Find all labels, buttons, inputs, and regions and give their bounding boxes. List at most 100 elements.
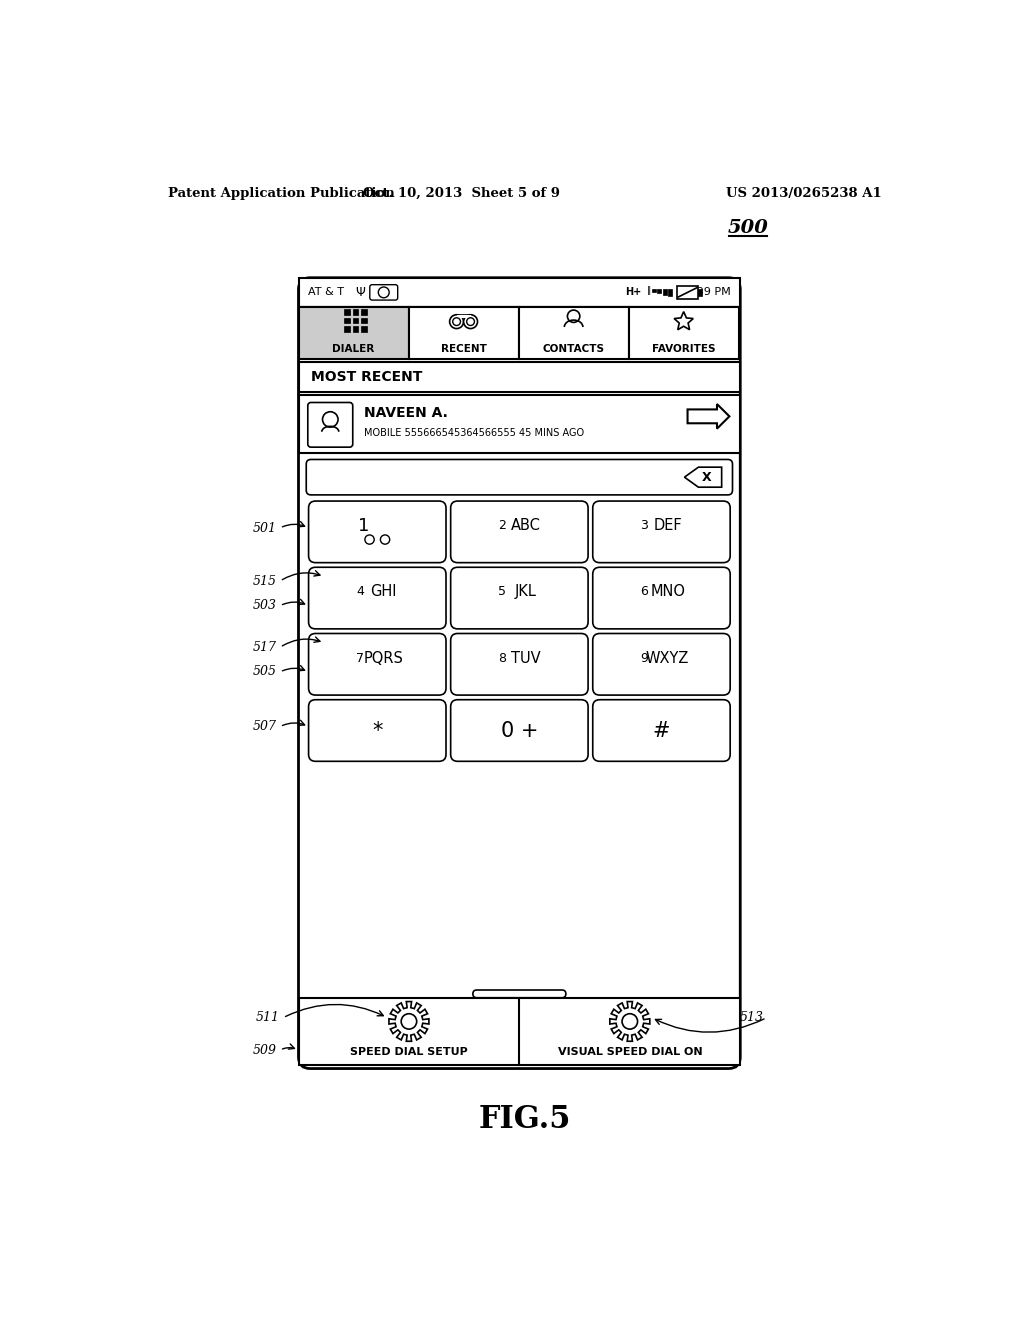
Text: NAVEEN A.: NAVEEN A. [364, 407, 447, 420]
FancyBboxPatch shape [593, 700, 730, 762]
Bar [344, 309, 349, 314]
FancyBboxPatch shape [593, 502, 730, 562]
Text: Ψ: Ψ [355, 286, 366, 298]
Text: X: X [701, 471, 711, 483]
Bar [657, 289, 662, 293]
Text: 6: 6 [640, 585, 648, 598]
Bar [352, 318, 358, 323]
Polygon shape [674, 312, 693, 330]
Text: 500: 500 [728, 219, 768, 236]
Polygon shape [610, 1002, 650, 1041]
Text: 8: 8 [499, 652, 506, 665]
Bar [663, 289, 667, 294]
Text: DEF: DEF [653, 519, 682, 533]
Text: 507: 507 [253, 721, 276, 733]
Bar [518, 308, 629, 359]
Text: ABC: ABC [511, 519, 541, 533]
Text: 515: 515 [253, 574, 276, 587]
Bar [299, 395, 740, 453]
Text: MOST RECENT: MOST RECENT [311, 370, 422, 384]
Text: 12:39 PM: 12:39 PM [679, 288, 731, 297]
Text: 2: 2 [499, 519, 506, 532]
Bar [352, 326, 358, 331]
Text: 1: 1 [357, 516, 369, 535]
Polygon shape [389, 1002, 429, 1041]
FancyBboxPatch shape [308, 403, 352, 447]
FancyBboxPatch shape [306, 459, 732, 495]
Text: 7: 7 [356, 652, 365, 665]
Bar [299, 277, 740, 308]
Bar [457, 314, 471, 318]
Text: JKL: JKL [515, 585, 537, 599]
Bar [299, 363, 740, 392]
Text: DIALER: DIALER [333, 343, 375, 354]
FancyBboxPatch shape [370, 285, 397, 300]
Bar [344, 326, 349, 331]
Circle shape [380, 535, 390, 544]
Bar [629, 308, 738, 359]
FancyBboxPatch shape [299, 277, 740, 1069]
Circle shape [464, 314, 477, 329]
Circle shape [378, 286, 389, 298]
Text: Oct. 10, 2013  Sheet 5 of 9: Oct. 10, 2013 Sheet 5 of 9 [362, 186, 560, 199]
FancyBboxPatch shape [451, 700, 588, 762]
FancyBboxPatch shape [308, 502, 446, 562]
Polygon shape [687, 404, 729, 429]
Text: FAVORITES: FAVORITES [652, 343, 716, 354]
Text: VISUAL SPEED DIAL ON: VISUAL SPEED DIAL ON [557, 1047, 702, 1056]
Text: WXYZ: WXYZ [646, 651, 689, 665]
Text: MOBILE 555666545364566555 45 MINS AGO: MOBILE 555666545364566555 45 MINS AGO [364, 428, 584, 438]
Circle shape [453, 318, 461, 326]
Text: 509: 509 [253, 1044, 276, 1056]
Text: 503: 503 [253, 599, 276, 612]
Bar [299, 308, 409, 359]
Circle shape [323, 412, 338, 428]
Bar [409, 308, 518, 359]
Bar [361, 309, 367, 314]
Bar [361, 318, 367, 323]
Bar [352, 309, 358, 314]
Circle shape [365, 535, 374, 544]
Bar [652, 289, 655, 292]
Circle shape [622, 1014, 638, 1030]
Text: 513: 513 [739, 1011, 764, 1024]
Bar [344, 318, 349, 323]
Text: RECENT: RECENT [440, 343, 486, 354]
Text: H+: H+ [625, 288, 641, 297]
Text: SPEED DIAL SETUP: SPEED DIAL SETUP [350, 1047, 468, 1056]
Text: PQRS: PQRS [364, 651, 403, 665]
Text: 9: 9 [640, 652, 648, 665]
Bar [361, 326, 367, 331]
Circle shape [567, 310, 580, 322]
Text: 5: 5 [499, 585, 506, 598]
Text: GHI: GHI [371, 585, 396, 599]
Text: US 2013/0265238 A1: US 2013/0265238 A1 [726, 186, 882, 199]
Text: 511: 511 [256, 1011, 280, 1024]
Circle shape [467, 318, 474, 326]
Text: Patent Application Publication: Patent Application Publication [168, 186, 395, 199]
FancyBboxPatch shape [451, 634, 588, 696]
FancyBboxPatch shape [308, 568, 446, 628]
FancyBboxPatch shape [308, 700, 446, 762]
FancyBboxPatch shape [308, 634, 446, 696]
FancyBboxPatch shape [593, 568, 730, 628]
Circle shape [401, 1014, 417, 1030]
Text: FIG.5: FIG.5 [478, 1104, 571, 1135]
FancyBboxPatch shape [451, 568, 588, 628]
FancyBboxPatch shape [473, 990, 566, 998]
Bar [669, 289, 672, 296]
Text: MNO: MNO [650, 585, 685, 599]
Text: *: * [372, 721, 383, 741]
Text: TUV: TUV [511, 651, 541, 665]
Text: 4: 4 [356, 585, 365, 598]
Text: AT & T: AT & T [308, 288, 344, 297]
Text: 505: 505 [253, 665, 276, 678]
Text: ‖: ‖ [647, 285, 651, 294]
Text: 0 +: 0 + [501, 721, 539, 741]
Bar [299, 998, 740, 1065]
Bar [677, 286, 698, 298]
Circle shape [450, 314, 464, 329]
Text: 501: 501 [253, 521, 276, 535]
Text: 3: 3 [640, 519, 648, 532]
Polygon shape [684, 467, 722, 487]
